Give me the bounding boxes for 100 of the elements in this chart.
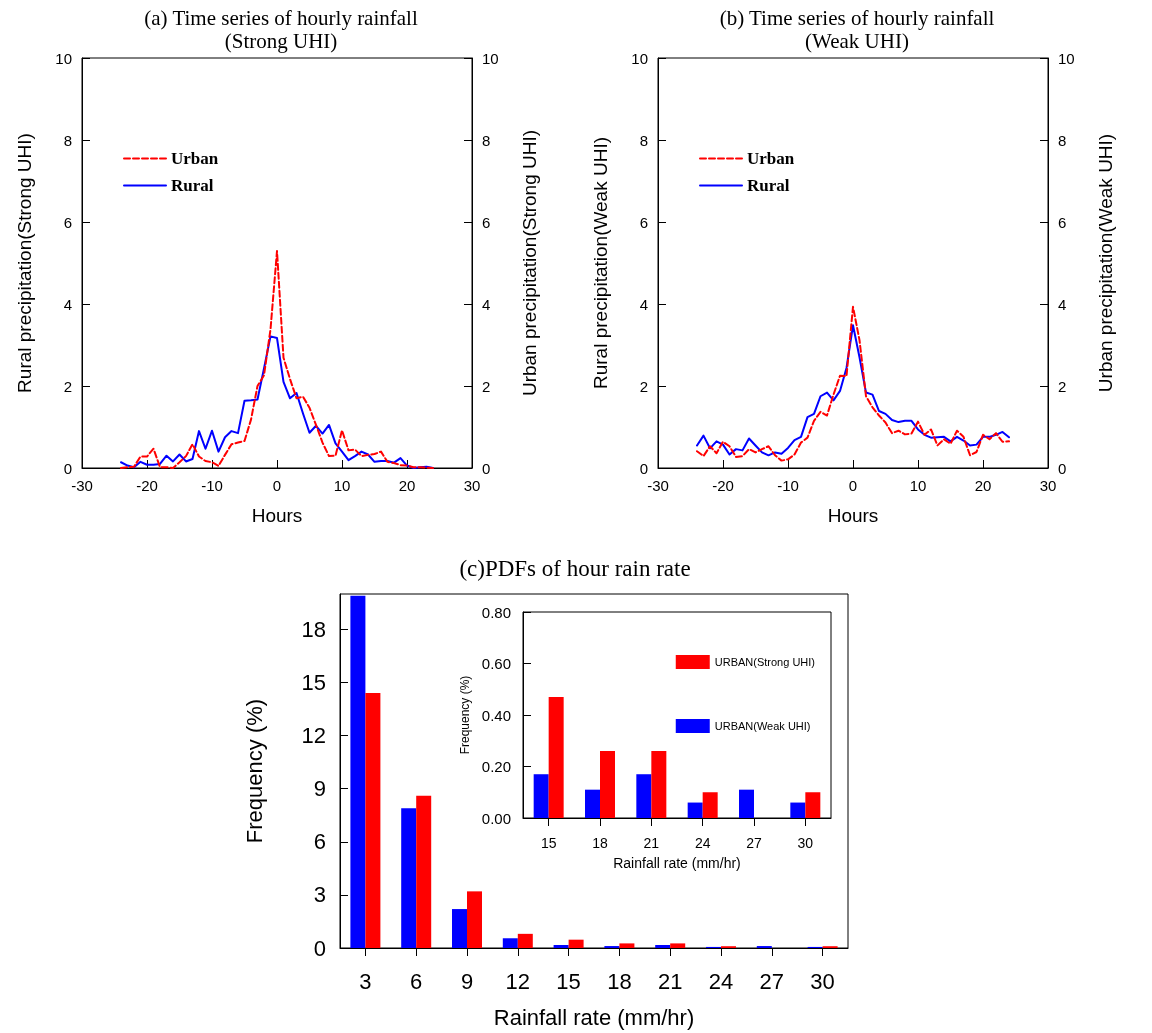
chart-subtitle: (Weak UHI)	[805, 28, 909, 53]
x-tick-label: 30	[463, 477, 481, 494]
line-series	[696, 324, 1010, 457]
y-tick-label: 4	[63, 295, 72, 313]
bar	[452, 909, 467, 948]
bar	[636, 774, 652, 818]
y-tick-label: 9	[313, 776, 326, 802]
x-tick-label: 9	[460, 968, 474, 994]
x-tick-label: 6	[410, 968, 423, 994]
x-tick-label: 30	[797, 835, 814, 851]
bar	[619, 943, 635, 948]
legend-label: URBAN(Strong UHI)	[714, 656, 816, 668]
y-tick-label: 0	[313, 935, 326, 961]
x-tick-label: 10	[333, 477, 351, 494]
y2-tick-label: 2	[1058, 377, 1067, 395]
y-tick-label: 15	[301, 670, 326, 695]
x-axis-title: Hours	[827, 505, 879, 526]
x-tick-label: 30	[1039, 477, 1057, 494]
y2-tick-label: 8	[1058, 131, 1067, 149]
y-tick-label: 2	[63, 377, 72, 395]
y-tick-label: 0.60	[481, 655, 511, 672]
bar	[502, 938, 518, 948]
y-axis-title: Frequency (%)	[241, 698, 267, 844]
chart-title: (c)PDFs of hour rain rate	[459, 556, 691, 581]
bar	[517, 933, 533, 948]
bar	[568, 939, 584, 948]
y2-tick-label: 4	[1058, 295, 1067, 313]
bar	[553, 944, 569, 948]
x-tick-label: -30	[647, 477, 669, 494]
bar	[655, 944, 671, 948]
bar	[670, 943, 686, 948]
bar	[401, 808, 417, 948]
bar	[739, 789, 754, 818]
chart-title: (a) Time series of hourly rainfall	[144, 5, 418, 30]
y-tick-label: 8	[639, 131, 648, 149]
y-tick-label: 0	[639, 459, 648, 477]
y-axis-title: Rural precipitation(Strong UHI)	[14, 133, 35, 393]
x-tick-label: -20	[136, 477, 158, 494]
x-tick-label: 18	[607, 968, 632, 994]
bar	[416, 795, 432, 948]
bar	[548, 696, 564, 818]
y-tick-label: 18	[301, 616, 326, 642]
bar	[651, 751, 667, 818]
y2-axis-title: Urban precipitation(Weak UHI)	[1095, 133, 1116, 393]
y-axis-title: Frequency (%)	[457, 675, 472, 755]
chart-subtitle: (Strong UHI)	[224, 28, 338, 53]
bar	[350, 595, 366, 948]
bar	[585, 789, 600, 818]
x-tick-label: 27	[759, 968, 785, 994]
bar	[702, 792, 718, 818]
x-tick-label: 3	[359, 968, 372, 994]
legend-label: Urban	[171, 149, 219, 168]
bar	[533, 774, 549, 818]
y-axis-title: Rural precipitation(Weak UHI)	[590, 136, 611, 390]
y-tick-label: 8	[63, 131, 72, 149]
bar	[790, 802, 806, 818]
legend-label: URBAN(Weak UHI)	[714, 720, 811, 732]
x-tick-label: 24	[708, 968, 734, 994]
y-tick-label: 2	[639, 377, 648, 395]
x-tick-label: 20	[398, 477, 416, 494]
x-tick-label: 15	[556, 968, 581, 994]
line-series	[120, 250, 434, 469]
x-tick-label: 21	[643, 835, 660, 851]
x-tick-label: 30	[810, 968, 835, 994]
y-tick-label: 0.20	[481, 758, 511, 775]
x-tick-label: 12	[505, 968, 531, 994]
y-tick-label: 0.40	[481, 706, 511, 724]
y-tick-label: 0.00	[481, 809, 511, 827]
bar	[365, 693, 381, 948]
x-tick-label: 18	[592, 835, 608, 851]
x-axis-title: Hours	[251, 505, 303, 526]
x-axis-title: Rainfall rate (mm/hr)	[613, 855, 741, 871]
bar	[600, 751, 615, 818]
bar	[467, 891, 482, 948]
x-tick-label: -10	[201, 477, 223, 494]
x-tick-label: 24	[694, 835, 711, 851]
y-tick-label: 10	[631, 49, 648, 67]
y-tick-label: 0	[63, 459, 72, 477]
x-tick-label: 15	[540, 835, 557, 851]
legend-label: Urban	[747, 149, 795, 168]
y2-tick-label: 6	[1058, 213, 1067, 231]
y2-axis-title: Urban precipitation(Strong UHI)	[519, 129, 540, 397]
y2-tick-label: 0	[1058, 459, 1067, 477]
bar	[687, 802, 703, 818]
x-tick-label: 27	[746, 835, 762, 851]
x-tick-label: 0	[848, 477, 858, 494]
y-tick-label: 3	[313, 882, 326, 908]
bar	[805, 792, 821, 818]
x-axis-title: Rainfall rate (mm/hr)	[493, 1004, 695, 1030]
x-tick-label: 0	[272, 477, 282, 494]
x-tick-label: 10	[909, 477, 927, 494]
y-tick-label: 6	[639, 213, 648, 231]
y-tick-label: 10	[55, 49, 72, 67]
legend-label: Rural	[171, 176, 214, 195]
y-tick-label: 0.80	[481, 603, 511, 621]
x-tick-label: 20	[974, 477, 992, 494]
y-tick-label: 12	[301, 723, 326, 749]
x-tick-label: -20	[712, 477, 734, 494]
y-tick-label: 6	[63, 213, 72, 231]
chart-title: (b) Time series of hourly rainfall	[719, 5, 995, 30]
